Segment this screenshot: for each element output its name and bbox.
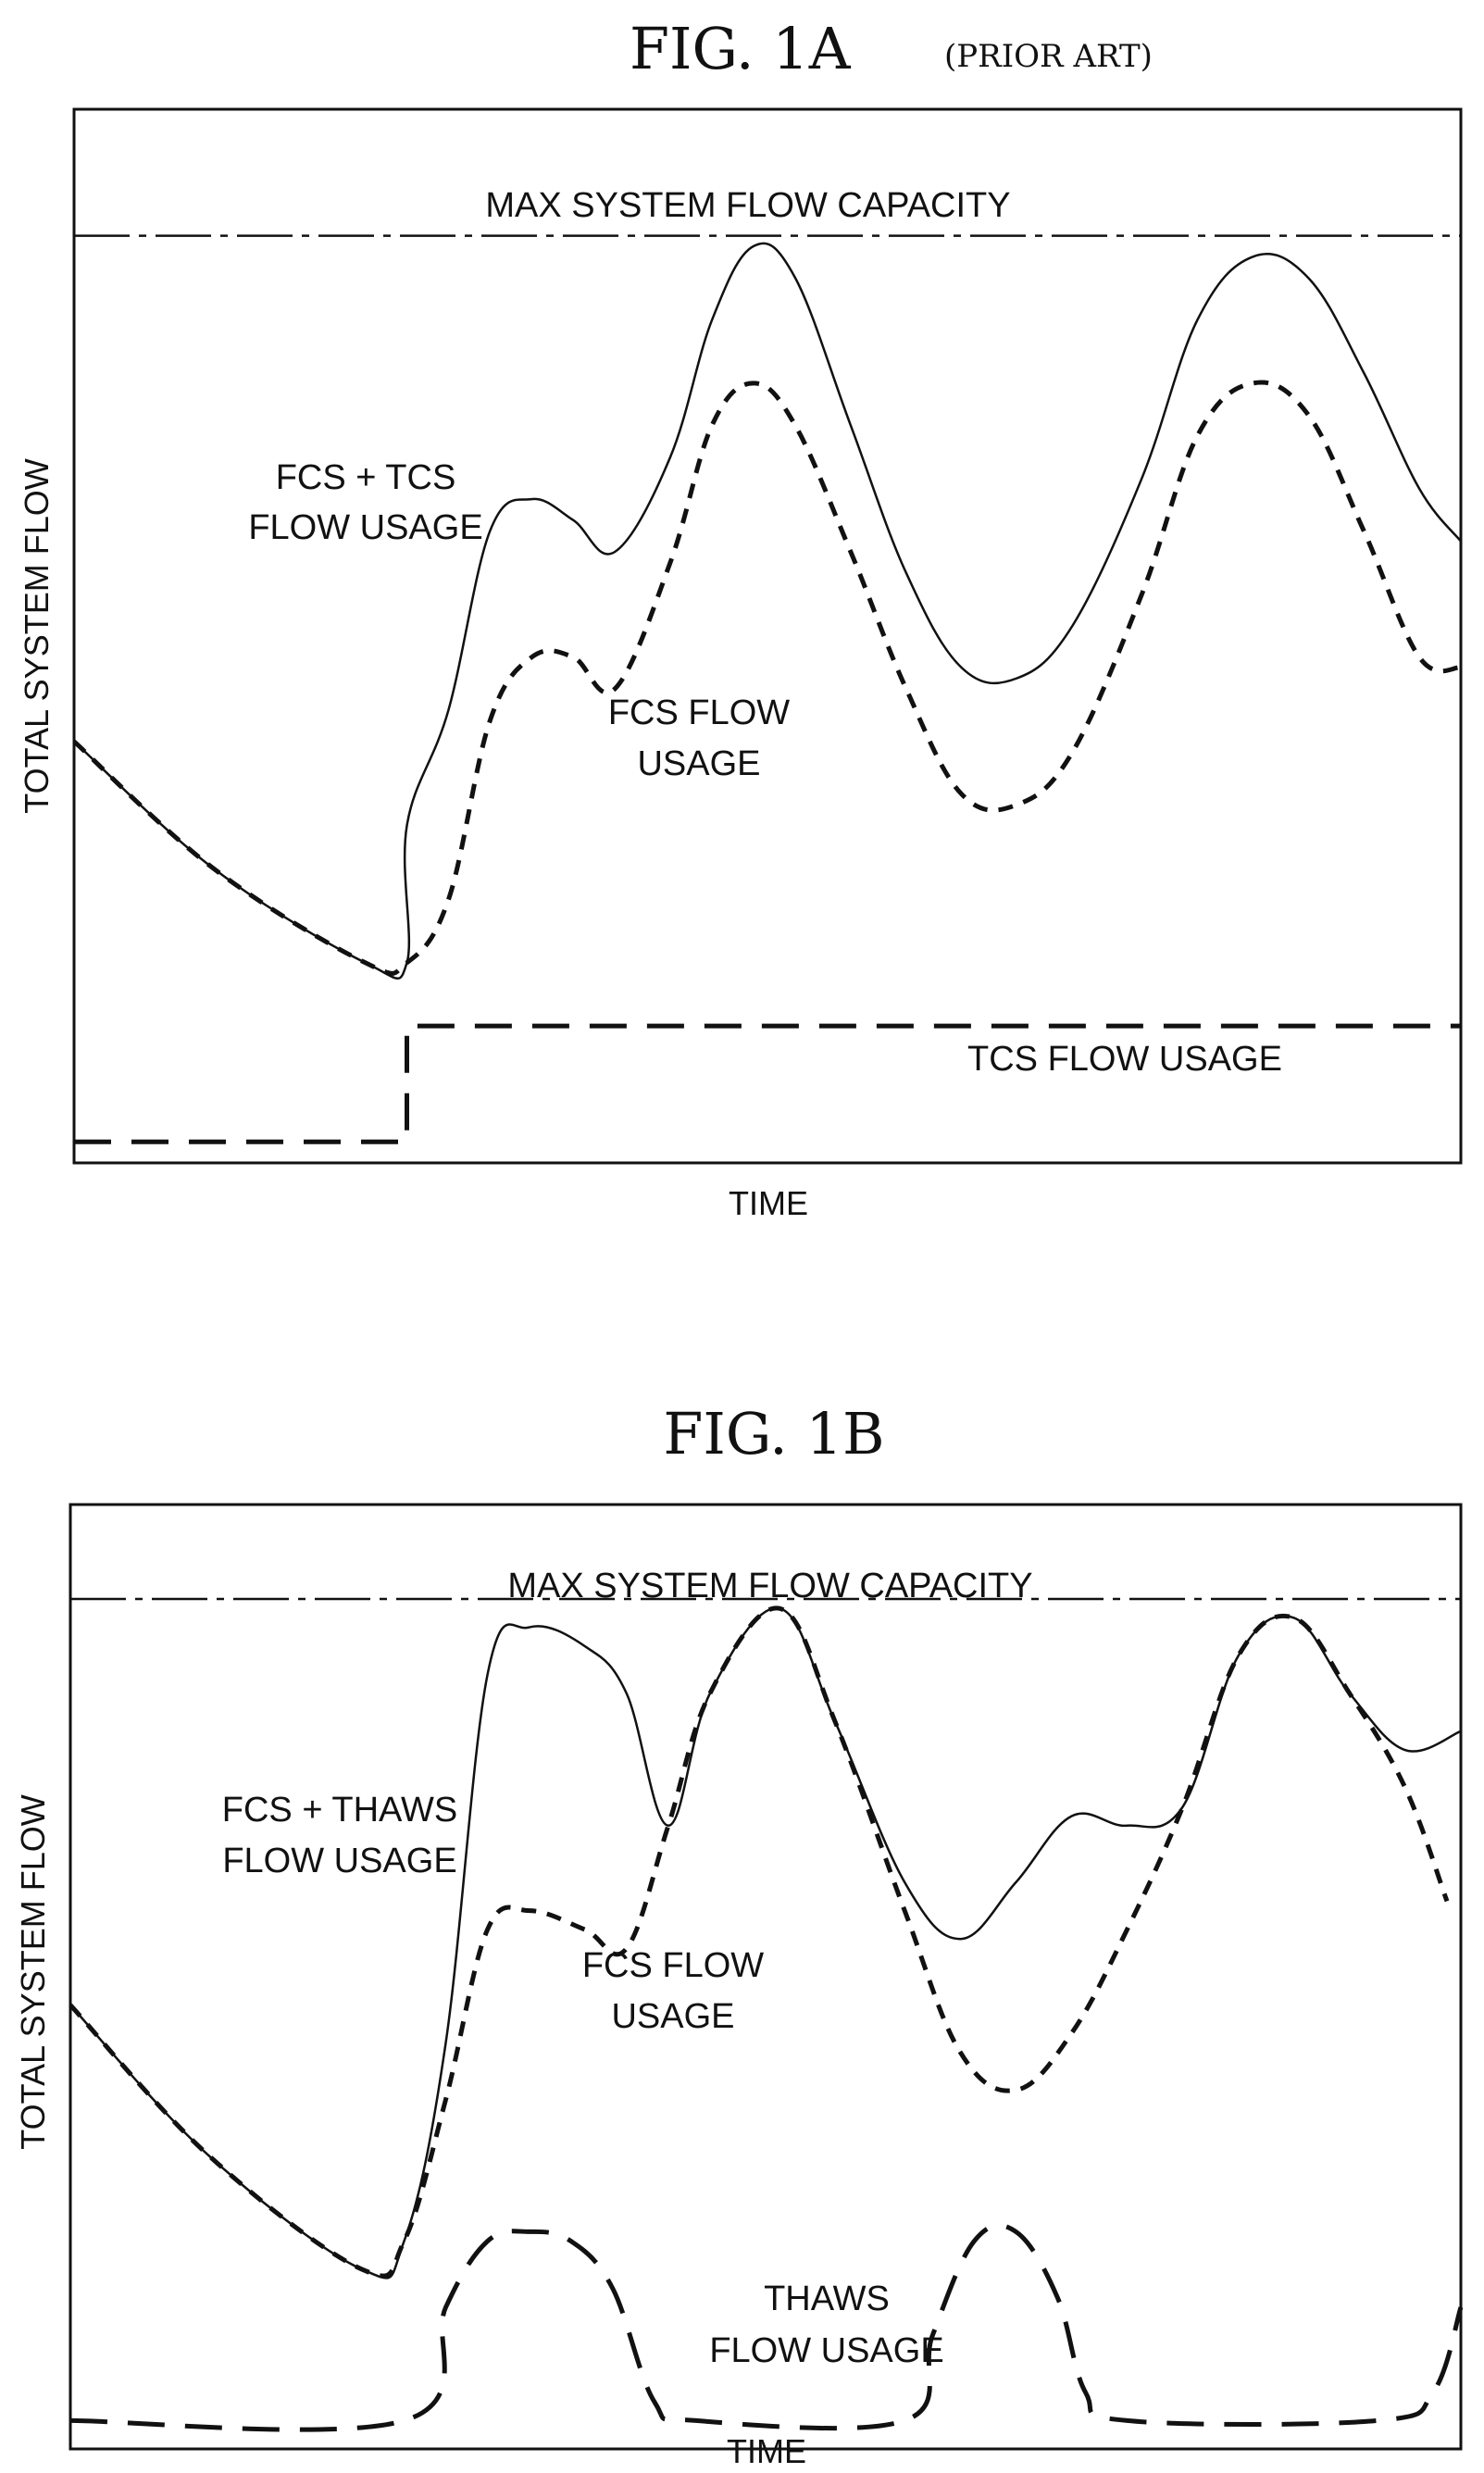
fig-1b-fcs-label-line2: USAGE xyxy=(611,1997,734,2036)
fig-1b-y-axis-label: TOTAL SYSTEM FLOW xyxy=(14,1794,52,2149)
fig-1a-title: FIG. 1A xyxy=(630,15,852,82)
fig-1a-combined-label-line2: FLOW USAGE xyxy=(248,508,482,547)
fig-1a-tcs-label: TCS FLOW USAGE xyxy=(967,1040,1282,1079)
fig-1b-series-thaws-flow-usage xyxy=(69,2222,1464,2432)
fig-1a-y-axis-label: TOTAL SYSTEM FLOW xyxy=(18,458,56,813)
fig-1b-series-group xyxy=(69,1597,1464,2432)
fig-1a-max-capacity-label: MAX SYSTEM FLOW CAPACITY xyxy=(485,186,1010,225)
figure-1b: FIG. 1B MAX SYSTEM FLOW CAPACITY FCS + T… xyxy=(14,1400,1464,2470)
fig-1b-x-axis-label: TIME xyxy=(727,2432,806,2470)
fig-1a-fcs-label-line1: FCS FLOW xyxy=(608,693,790,732)
fig-1b-thaws-label-line1: THAWS xyxy=(764,2279,890,2318)
fig-1b-combined-label-line2: FLOW USAGE xyxy=(222,1842,456,1880)
fig-1a-series-fcs-tcs-flow-usage xyxy=(73,242,1462,980)
fig-1b-fcs-label-line1: FCS FLOW xyxy=(582,1946,764,1985)
fig-1a-combined-label-line1: FCS + TCS xyxy=(276,458,456,497)
fig-1a-series-fcs-flow-usage xyxy=(72,380,1462,976)
fig-1a-plot-frame xyxy=(72,107,1463,1165)
fig-1a-x-axis-label: TIME xyxy=(729,1184,808,1222)
fig-1b-series-fcs-thaws-flow-usage xyxy=(69,1606,1462,2279)
fig-1a-series-group xyxy=(72,234,1462,1144)
fig-1b-thaws-label-line2: FLOW USAGE xyxy=(709,2331,943,2370)
fig-1b-title: FIG. 1B xyxy=(663,1400,884,1468)
figure-1a: FIG. 1A (PRIOR ART) MAX SYSTEM FLOW CAPA… xyxy=(18,15,1463,1222)
fig-1a-subtitle: (PRIOR ART) xyxy=(944,38,1153,75)
fig-1a-fcs-label-line2: USAGE xyxy=(637,744,760,783)
fig-1b-plot-frame xyxy=(69,1503,1463,2451)
fig-1b-combined-label-line1: FCS + THAWS xyxy=(222,1791,457,1830)
fig-1b-max-capacity-label: MAX SYSTEM FLOW CAPACITY xyxy=(507,1567,1032,1605)
fig-1b-series-fcs-flow-usage xyxy=(69,1605,1450,2279)
